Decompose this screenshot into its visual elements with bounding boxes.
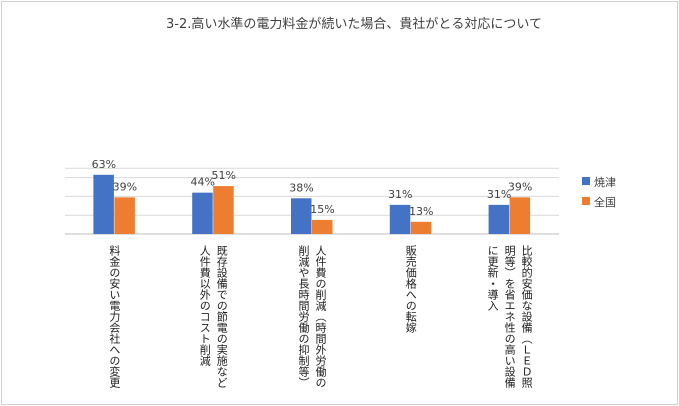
bar — [213, 186, 234, 234]
bar — [389, 204, 411, 234]
data-label: 44% — [190, 176, 214, 189]
data-label: 13% — [409, 205, 433, 218]
category-label: 比較的安価な設備（ＬＥＤ照 — [520, 245, 533, 389]
legend-swatch — [582, 177, 590, 185]
legend-label: 焼津 — [594, 176, 616, 189]
category-label: 既存設備での節電の実施など — [215, 245, 228, 388]
data-label: 63% — [92, 158, 116, 171]
data-label: 31% — [388, 188, 412, 201]
data-label: 31% — [487, 188, 511, 201]
data-label: 39% — [113, 180, 137, 193]
bar — [192, 192, 213, 234]
category-label: に更新・導入 — [486, 245, 499, 311]
bar — [114, 197, 135, 234]
category-label: 削減や長時間労働の抑制等） — [297, 244, 310, 388]
category-label: 明等）を省エネ性の高い設備 — [503, 245, 516, 389]
legend-swatch — [582, 197, 590, 205]
bar — [93, 174, 114, 234]
category-label: 料金の安い電力会社への変更 — [108, 244, 121, 389]
bar — [488, 204, 510, 234]
data-label: 38% — [289, 181, 313, 194]
category-label: 人件費の削減（時間外労働の — [314, 245, 327, 388]
chart-title: 3-2.高い水準の電力料金が続いた場合、貴社がとる対応について — [166, 16, 542, 32]
data-label: 51% — [211, 169, 235, 182]
bars — [93, 174, 531, 234]
data-label: 15% — [310, 203, 334, 216]
data-labels: 63%39% 44%51%38%15%31%13%31%39% — [92, 158, 533, 218]
data-label: 39% — [508, 180, 532, 193]
bar — [509, 197, 531, 234]
bar — [312, 219, 333, 234]
legend-label: 全国 — [594, 195, 616, 209]
category-label: 販売価格への転嫁 — [404, 245, 417, 334]
bar — [291, 198, 312, 234]
category-label: 人件費以外のコスト削減 — [198, 245, 211, 367]
bar — [410, 221, 432, 234]
